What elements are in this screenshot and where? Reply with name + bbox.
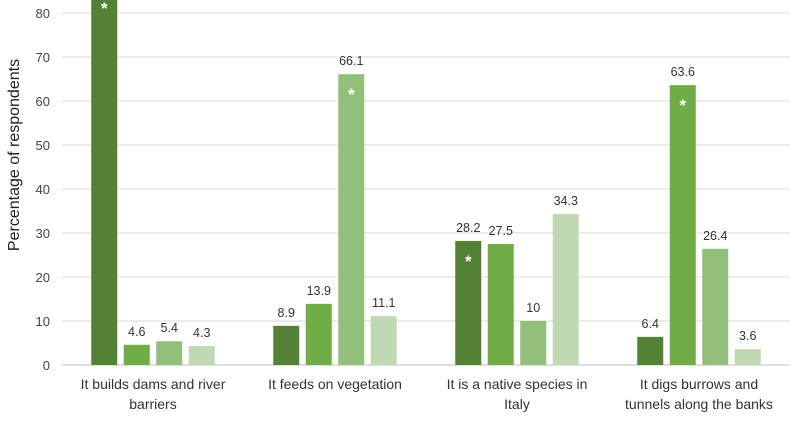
x-axis-categories: It builds dams and river barriers It feeds… [81, 376, 773, 412]
y-tick-label: 30 [36, 226, 50, 241]
significance-asterisk: * [101, 0, 108, 18]
y-tick-label: 50 [36, 138, 50, 153]
bar [91, 0, 118, 365]
bars [91, 0, 761, 365]
data-label: 34.3 [554, 194, 578, 208]
significance-asterisk: * [679, 96, 686, 115]
data-label: 63.6 [671, 65, 695, 79]
bar [338, 74, 365, 365]
x-category-label: It builds dams and river [81, 376, 226, 392]
bar [455, 240, 482, 365]
data-label: 3.6 [739, 329, 756, 343]
bar [370, 316, 397, 365]
significance-asterisk: * [348, 85, 355, 104]
bar [702, 248, 729, 365]
y-tick-label: 80 [36, 6, 50, 21]
y-tick-label: 60 [36, 94, 50, 109]
data-label: 8.9 [278, 306, 295, 320]
bar [156, 341, 183, 365]
bar [520, 321, 547, 365]
bar [305, 303, 332, 365]
significance-asterisk: * [465, 252, 472, 271]
data-label: 10 [526, 301, 540, 315]
bar [273, 325, 300, 365]
data-label: 27.5 [489, 224, 513, 238]
data-label: 28.2 [456, 221, 480, 235]
x-category-label: It digs burrows and [640, 376, 758, 392]
y-axis-title: Percentage of respondents [6, 59, 23, 251]
data-label: 66.1 [339, 54, 363, 68]
y-tick-label: 20 [36, 270, 50, 285]
y-tick-label: 10 [36, 314, 50, 329]
gridlines [62, 12, 790, 366]
bar [552, 214, 579, 365]
y-tick-label: 0 [43, 358, 50, 373]
data-label: 4.3 [193, 326, 210, 340]
data-label: 4.6 [128, 325, 145, 339]
bar [637, 336, 664, 365]
x-category-label: Italy [504, 396, 530, 412]
y-tick-label: 70 [36, 50, 50, 65]
bar [188, 346, 215, 365]
data-labels: * 4.6 5.4 4.3 8.9 13.9 66.1 * 11.1 28.2 * 27.5 10 34.… [101, 0, 757, 343]
x-category-label: It feeds on vegetation [268, 376, 402, 392]
bar [487, 244, 514, 365]
data-label: 13.9 [307, 284, 331, 298]
bar [734, 349, 761, 365]
bar [123, 344, 150, 365]
data-label: 5.4 [161, 321, 178, 335]
y-tick-label: 40 [36, 182, 50, 197]
data-label: 26.4 [703, 229, 727, 243]
bar [669, 85, 696, 365]
x-category-label: It is a native species in [447, 376, 588, 392]
data-label: 6.4 [642, 317, 659, 331]
x-category-label: barriers [129, 396, 176, 412]
x-category-label: tunnels along the banks [625, 396, 773, 412]
data-label: 11.1 [372, 296, 395, 310]
y-axis-ticks: 0 10 20 30 40 50 60 70 80 [36, 6, 50, 373]
